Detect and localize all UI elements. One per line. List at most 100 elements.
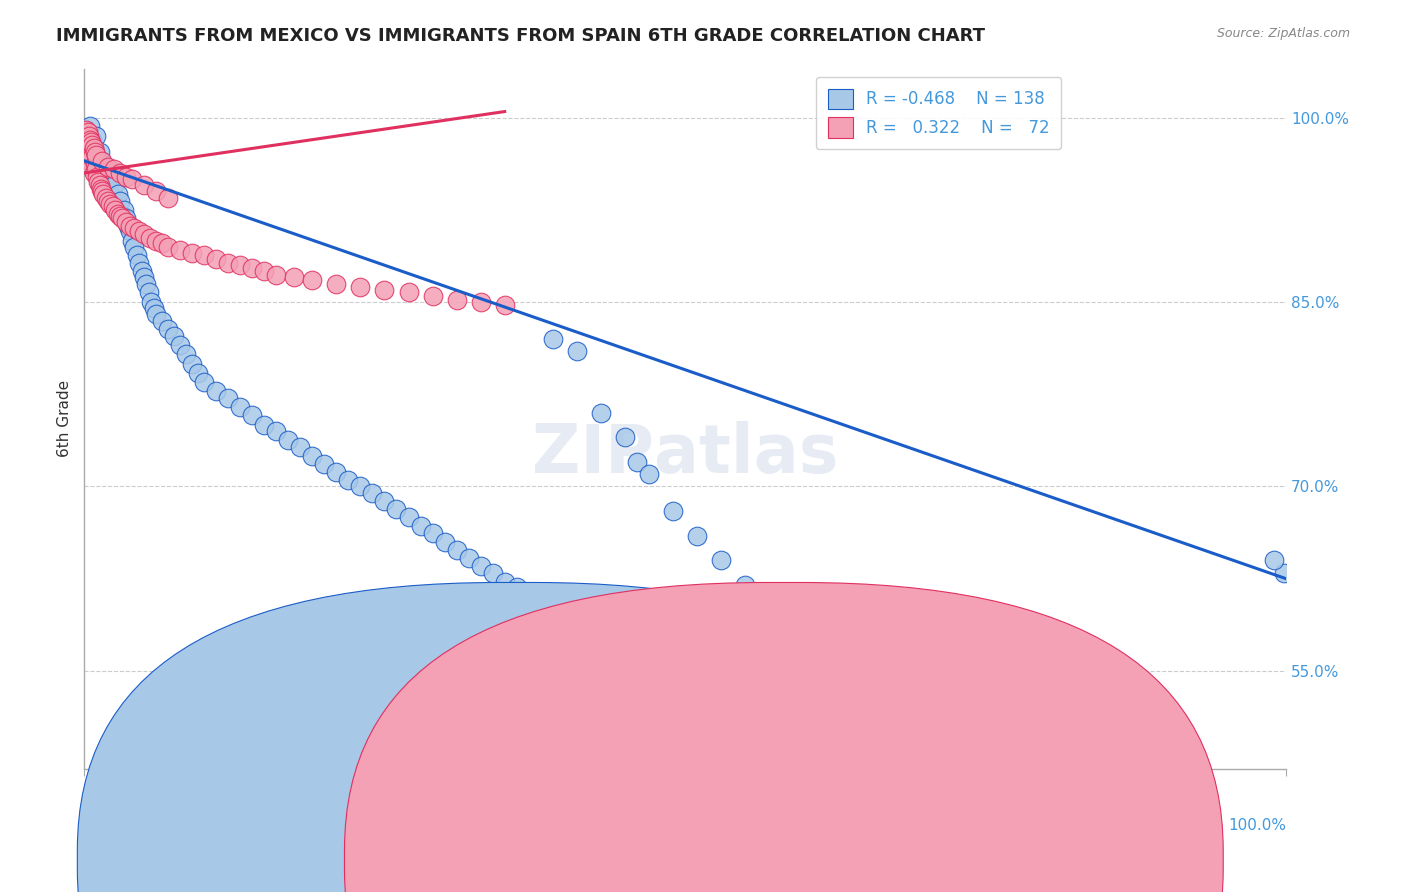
- Point: [205, 252, 228, 266]
- Point: [1272, 566, 1295, 580]
- Point: [75, 129, 97, 144]
- Point: [349, 280, 371, 294]
- Point: [82, 150, 104, 164]
- Point: [91, 166, 114, 180]
- Point: [135, 277, 157, 291]
- Point: [86, 169, 108, 184]
- Point: [111, 209, 134, 223]
- Point: [734, 578, 756, 592]
- Point: [217, 391, 239, 405]
- Point: [124, 221, 146, 235]
- Point: [98, 185, 121, 199]
- Point: [75, 123, 97, 137]
- Point: [145, 185, 167, 199]
- Point: [139, 231, 162, 245]
- Point: [686, 528, 709, 542]
- Point: [385, 501, 408, 516]
- Point: [398, 285, 420, 300]
- Point: [181, 357, 204, 371]
- Point: [97, 160, 120, 174]
- Point: [890, 738, 912, 752]
- Point: [142, 301, 165, 316]
- Point: [806, 664, 828, 678]
- Point: [998, 811, 1021, 825]
- Point: [217, 256, 239, 270]
- Point: [517, 590, 540, 604]
- Point: [373, 494, 395, 508]
- Point: [124, 240, 146, 254]
- Point: [157, 322, 180, 336]
- Point: [100, 191, 122, 205]
- Point: [94, 160, 117, 174]
- Point: [301, 449, 323, 463]
- Point: [79, 120, 101, 134]
- Point: [111, 211, 134, 226]
- Point: [115, 211, 138, 226]
- Point: [290, 440, 312, 454]
- Point: [115, 215, 138, 229]
- Point: [97, 166, 120, 180]
- Point: [82, 133, 104, 147]
- Point: [132, 270, 155, 285]
- Point: [75, 123, 97, 137]
- Point: [602, 738, 624, 752]
- Point: [505, 580, 527, 594]
- Point: [157, 240, 180, 254]
- Point: [91, 186, 114, 201]
- Point: [89, 145, 111, 160]
- Point: [79, 153, 101, 168]
- Point: [77, 137, 100, 152]
- Point: [853, 713, 876, 727]
- Point: [75, 136, 97, 150]
- Point: [84, 162, 107, 177]
- Point: [75, 141, 97, 155]
- Point: [87, 175, 110, 189]
- Point: [80, 160, 103, 174]
- Point: [770, 615, 793, 629]
- Point: [650, 774, 672, 789]
- Point: [770, 861, 793, 875]
- Point: [87, 162, 110, 177]
- Point: [141, 295, 163, 310]
- Text: Immigrants from Spain: Immigrants from Spain: [756, 850, 932, 865]
- Text: IMMIGRANTS FROM MEXICO VS IMMIGRANTS FROM SPAIN 6TH GRADE CORRELATION CHART: IMMIGRANTS FROM MEXICO VS IMMIGRANTS FRO…: [56, 27, 986, 45]
- Text: Source: ZipAtlas.com: Source: ZipAtlas.com: [1216, 27, 1350, 40]
- Point: [314, 458, 336, 472]
- Point: [157, 191, 180, 205]
- Point: [481, 566, 503, 580]
- Point: [422, 289, 444, 303]
- Point: [79, 133, 101, 147]
- Point: [470, 559, 492, 574]
- Point: [90, 182, 112, 196]
- Point: [818, 676, 841, 690]
- Point: [82, 137, 104, 152]
- Point: [163, 329, 186, 343]
- Point: [117, 219, 139, 233]
- Point: [589, 406, 612, 420]
- Point: [112, 202, 135, 217]
- Point: [79, 145, 101, 160]
- Point: [745, 836, 768, 850]
- Point: [103, 162, 125, 177]
- Point: [409, 518, 432, 533]
- Point: [91, 185, 114, 199]
- Point: [613, 430, 636, 444]
- Point: [83, 141, 105, 155]
- Y-axis label: 6th Grade: 6th Grade: [58, 380, 72, 458]
- Point: [169, 244, 191, 258]
- Legend: R = -0.468    N = 138, R =   0.322    N =   72: R = -0.468 N = 138, R = 0.322 N = 72: [815, 77, 1062, 149]
- Point: [76, 147, 98, 161]
- Point: [128, 224, 150, 238]
- Point: [83, 141, 105, 155]
- Point: [938, 780, 960, 795]
- Point: [277, 433, 299, 447]
- Point: [626, 762, 648, 776]
- Point: [83, 166, 105, 180]
- Point: [710, 553, 733, 567]
- Point: [842, 700, 865, 714]
- Point: [721, 823, 744, 838]
- Point: [101, 199, 124, 213]
- Point: [446, 293, 468, 307]
- Point: [105, 199, 128, 213]
- Point: [77, 153, 100, 168]
